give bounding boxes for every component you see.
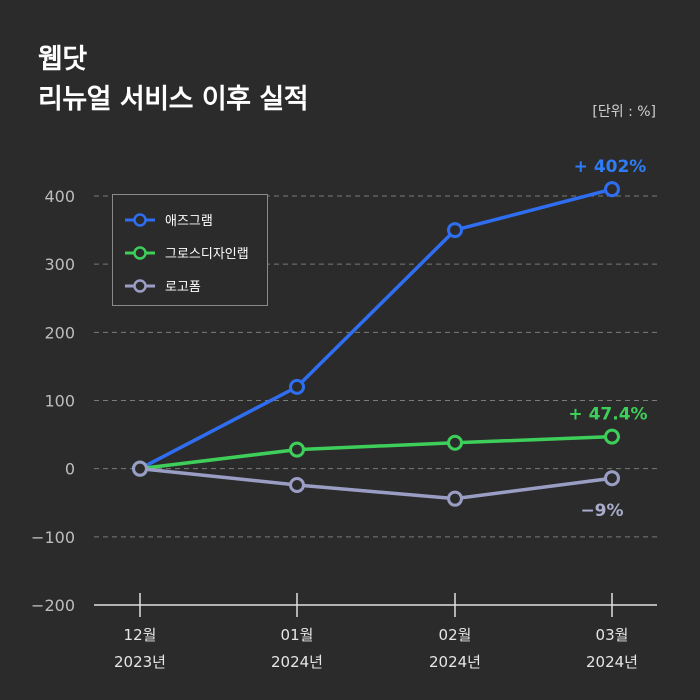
- title-line-1: 웹닷: [38, 44, 87, 75]
- data-point: [447, 434, 463, 451]
- y-tick-label: 200: [44, 323, 75, 342]
- x-tick-label-year: 2024년: [271, 653, 323, 671]
- x-tick-label-month: 12월: [124, 626, 157, 644]
- y-tick-label: 400: [44, 187, 75, 206]
- x-tick-label-year: 2024년: [586, 653, 638, 671]
- series-line-0: [138, 187, 614, 471]
- legend-label: 애즈그램: [165, 214, 213, 229]
- legend-swatch-marker: [133, 245, 147, 260]
- y-tick-label: −200: [31, 596, 75, 615]
- data-point: [289, 477, 305, 494]
- legend-swatch-icon: [125, 245, 155, 260]
- title-block: 웹닷 리뉴얼 서비스 이후 실적: [38, 40, 309, 120]
- series-line-2: [138, 466, 614, 501]
- legend-swatch-marker: [133, 278, 147, 293]
- unit-label: [단위 : %]: [592, 104, 656, 120]
- legend-swatch-icon: [125, 212, 155, 227]
- y-tick-label: 300: [44, 255, 75, 274]
- x-tick-label-year: 2023년: [114, 653, 166, 671]
- y-tick-label: −100: [31, 528, 75, 547]
- y-tick-label: 0: [65, 460, 75, 479]
- x-tick-label-year: 2024년: [429, 653, 481, 671]
- data-point: [289, 378, 305, 395]
- series-end-label: + 47.4%: [568, 405, 647, 425]
- legend-label: 그로스디자인랩: [165, 247, 249, 262]
- data-point: [447, 222, 463, 239]
- data-point: [289, 441, 305, 458]
- data-point: [604, 428, 620, 445]
- x-tick-label-month: 03월: [596, 626, 629, 644]
- data-point: [132, 460, 148, 477]
- data-point: [604, 470, 620, 487]
- x-tick-label-month: 02월: [439, 626, 472, 644]
- y-tick-label: 100: [44, 392, 75, 411]
- series-line-1: [138, 434, 614, 471]
- x-tick-label-month: 01월: [281, 626, 314, 644]
- legend-swatch-marker: [133, 212, 147, 227]
- legend-item: 애즈그램: [113, 203, 267, 236]
- legend-label: 로고폼: [165, 280, 201, 295]
- legend-swatch-icon: [125, 278, 155, 293]
- data-point: [604, 181, 620, 198]
- data-point: [447, 490, 463, 507]
- series-end-label: + 402%: [574, 157, 647, 177]
- legend-item: 그로스디자인랩: [113, 236, 267, 269]
- legend-item: 로고폼: [113, 269, 267, 302]
- series-end-label: −9%: [580, 501, 623, 521]
- title-line-2: 리뉴얼 서비스 이후 실적: [38, 84, 309, 115]
